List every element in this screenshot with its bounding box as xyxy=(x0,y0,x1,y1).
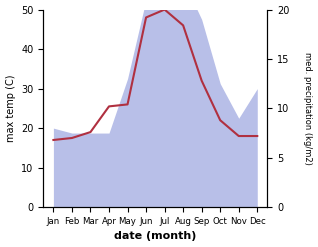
Y-axis label: med. precipitation (kg/m2): med. precipitation (kg/m2) xyxy=(303,52,313,165)
X-axis label: date (month): date (month) xyxy=(114,231,197,242)
Y-axis label: max temp (C): max temp (C) xyxy=(5,75,16,142)
